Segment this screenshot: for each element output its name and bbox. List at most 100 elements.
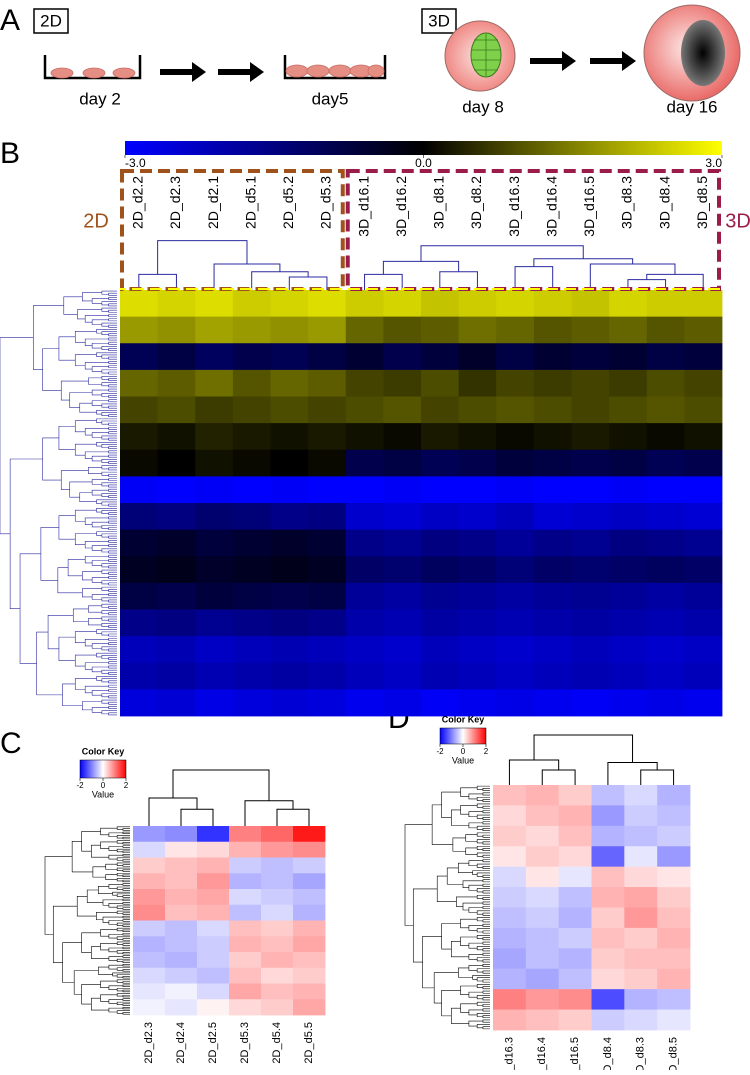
heatmap-cell bbox=[165, 952, 198, 969]
heatmap-cell bbox=[197, 952, 230, 969]
heatmap-cell bbox=[646, 529, 685, 557]
condition-box bbox=[421, 8, 457, 34]
column-dendrogram bbox=[276, 808, 310, 826]
heatmap-cell bbox=[684, 689, 723, 717]
heatmap-cell bbox=[383, 529, 422, 557]
row-dendrogram bbox=[91, 342, 109, 349]
row-dendrogram bbox=[116, 922, 130, 926]
heatmap-cell bbox=[458, 503, 497, 531]
heatmap-cell bbox=[157, 689, 196, 717]
heatmap-cell bbox=[293, 857, 326, 874]
row-dendrogram bbox=[108, 920, 123, 925]
row-dendrogram bbox=[122, 874, 130, 877]
heatmap-cell bbox=[657, 927, 691, 949]
heatmap-cell bbox=[496, 503, 535, 531]
heatmap-cell bbox=[493, 907, 527, 929]
column-label: 3D_d16.4 bbox=[543, 176, 559, 237]
row-dendrogram bbox=[91, 690, 109, 696]
row-dendrogram bbox=[116, 1001, 130, 1005]
heatmap-cell bbox=[195, 423, 234, 451]
heatmap-cell bbox=[308, 343, 347, 371]
row-dendrogram bbox=[462, 902, 483, 911]
row-dendrogram bbox=[122, 946, 130, 950]
row-dendrogram bbox=[108, 712, 117, 716]
row-dendrogram bbox=[116, 893, 130, 897]
heatmap-cell bbox=[261, 920, 294, 937]
row-dendrogram bbox=[476, 845, 490, 850]
column-dendrogram bbox=[640, 769, 675, 785]
heatmap-cell bbox=[525, 866, 560, 888]
row-dendrogram bbox=[101, 699, 117, 704]
heatmap-cell bbox=[657, 907, 691, 929]
column-label: 2D_d5.1 bbox=[242, 176, 258, 229]
row-dendrogram bbox=[116, 941, 130, 945]
row-dendrogram bbox=[108, 684, 117, 688]
heatmap-cell bbox=[493, 846, 527, 868]
row-dendrogram bbox=[433, 972, 459, 1004]
heatmap-cell bbox=[533, 290, 572, 318]
row-dendrogram bbox=[116, 910, 130, 914]
row-dendrogram bbox=[108, 399, 117, 403]
heatmap-cell bbox=[165, 857, 198, 874]
heatmap-cell bbox=[591, 805, 625, 827]
row-dendrogram bbox=[108, 695, 117, 699]
row-dendrogram bbox=[108, 706, 117, 709]
row-dendrogram bbox=[108, 559, 117, 562]
heatmap-cell bbox=[624, 887, 658, 908]
heatmap-cell bbox=[197, 841, 230, 858]
heatmap-cell bbox=[571, 689, 610, 717]
column-dendrogram bbox=[589, 263, 676, 290]
heatmap-cell bbox=[165, 920, 198, 937]
row-dendrogram bbox=[122, 864, 130, 867]
heatmap-cell bbox=[421, 476, 460, 504]
row-dendrogram bbox=[441, 791, 461, 818]
row-dendrogram bbox=[74, 533, 97, 545]
heatmap-cell bbox=[458, 476, 497, 504]
row-dendrogram bbox=[446, 867, 463, 885]
heatmap-cell bbox=[558, 887, 592, 908]
heatmap-cell bbox=[624, 989, 658, 1010]
heatmap-cell bbox=[558, 846, 592, 868]
row-dendrogram bbox=[468, 1009, 483, 1016]
row-dendrogram bbox=[482, 937, 490, 941]
row-dendrogram bbox=[91, 400, 109, 406]
heatmap-cell bbox=[558, 866, 592, 888]
row-dendrogram bbox=[91, 432, 109, 438]
row-dendrogram bbox=[74, 678, 97, 690]
row-dendrogram bbox=[482, 848, 490, 852]
heatmap-cell bbox=[493, 968, 527, 990]
column-label: 3D_d16.3 bbox=[506, 176, 522, 237]
row-dendrogram bbox=[108, 348, 117, 352]
panel-label: A bbox=[0, 4, 20, 37]
color-key-tick-label: 2 bbox=[484, 747, 489, 756]
color-key-title: Color Key bbox=[82, 746, 125, 756]
row-dendrogram bbox=[116, 886, 130, 890]
row-dendrogram bbox=[101, 382, 117, 387]
row-dendrogram bbox=[91, 545, 109, 551]
row-dendrogram bbox=[108, 365, 117, 369]
heatmap-cell bbox=[232, 423, 271, 451]
heatmap-cell bbox=[270, 689, 309, 717]
row-dendrogram bbox=[441, 990, 461, 1017]
heatmap-cell bbox=[270, 582, 309, 610]
row-dendrogram bbox=[482, 874, 490, 878]
heatmap-cell bbox=[458, 609, 497, 637]
row-dendrogram bbox=[482, 941, 490, 945]
row-dendrogram bbox=[482, 865, 490, 869]
heatmap-cell bbox=[229, 999, 262, 1016]
color-key-label: Value bbox=[452, 755, 474, 765]
heatmap-cell bbox=[684, 316, 723, 344]
row-dendrogram bbox=[122, 929, 130, 932]
heatmap-cell bbox=[345, 369, 384, 397]
heatmap-cell bbox=[120, 529, 159, 557]
row-dendrogram bbox=[452, 837, 466, 852]
row-dendrogram bbox=[36, 631, 63, 696]
heatmap-cell bbox=[308, 316, 347, 344]
cells bbox=[50, 67, 136, 79]
heatmap-cell bbox=[624, 825, 658, 847]
row-dendrogram bbox=[108, 701, 117, 705]
row-dendrogram bbox=[482, 1026, 490, 1030]
row-dendrogram bbox=[82, 571, 102, 581]
heatmap-cell bbox=[646, 503, 685, 531]
heatmap-cell bbox=[293, 904, 326, 921]
